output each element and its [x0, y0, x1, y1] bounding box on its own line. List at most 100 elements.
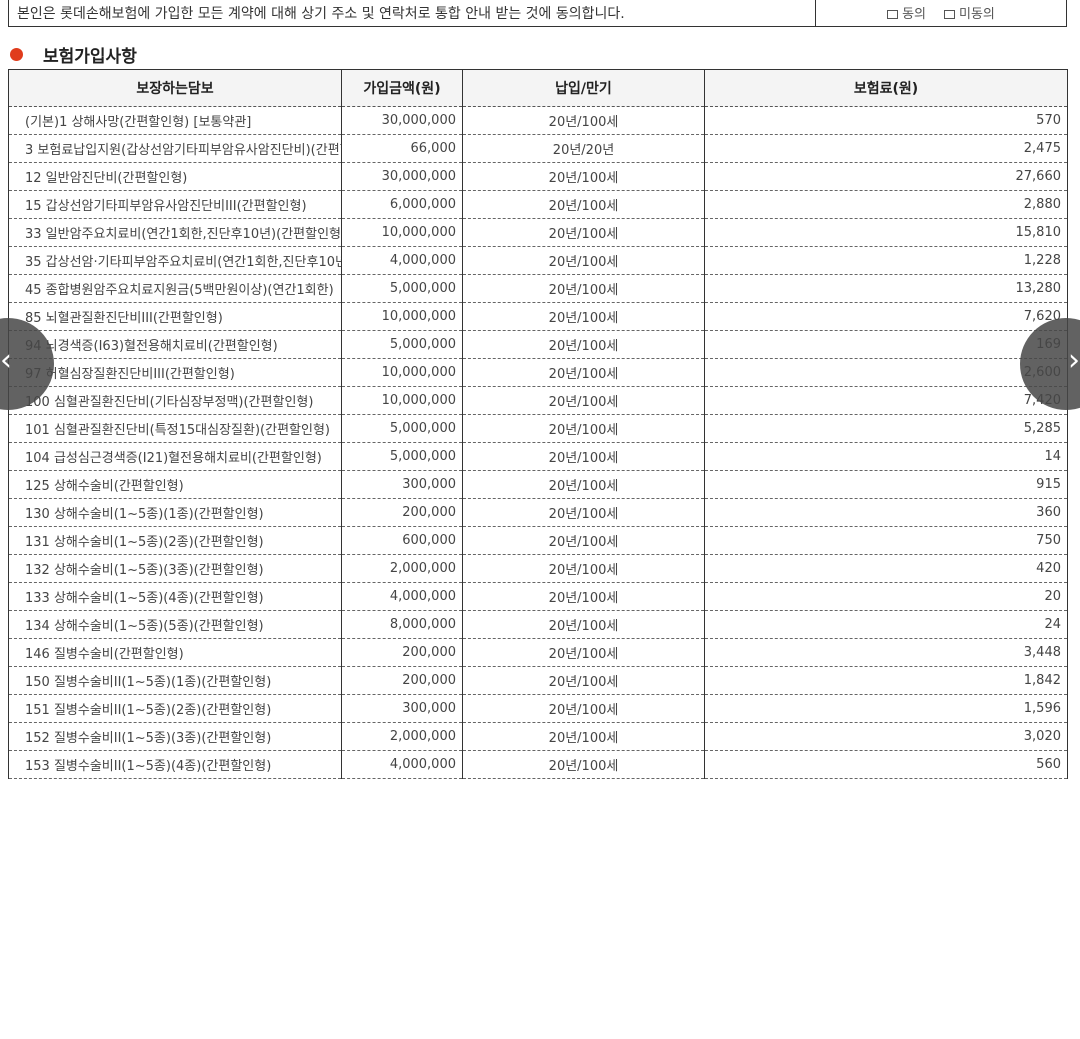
premium: 5,285	[704, 414, 1068, 443]
payment-term: 20년/100세	[462, 246, 705, 275]
table-row: 101 심혈관질환진단비(특정15대심장질환)(간편할인형) 5,000,000 2…	[8, 414, 1068, 443]
coverage-name: 3 보험료납입지원(갑상선암기타피부암유사암진단비)(간편할인형)	[8, 134, 342, 163]
column-header: 납입/만기	[462, 69, 705, 107]
payment-term: 20년/100세	[462, 162, 705, 191]
chevron-right-icon[interactable]: ›	[1068, 343, 1080, 378]
insured-amount: 4,000,000	[341, 582, 463, 611]
premium: 3,448	[704, 638, 1068, 667]
insured-amount: 6,000,000	[341, 190, 463, 219]
payment-term: 20년/100세	[462, 330, 705, 359]
table-row: 33 일반암주요치료비(연간1회한,진단후10년)(간편할인형) 10,000,0…	[8, 218, 1068, 247]
insured-amount: 10,000,000	[341, 302, 463, 331]
payment-term: 20년/100세	[462, 610, 705, 639]
coverage-name: 100 심혈관질환진단비(기타심장부정맥)(간편할인형)	[8, 386, 342, 415]
column-header: 보장하는담보	[8, 69, 342, 107]
payment-term: 20년/100세	[462, 582, 705, 611]
checkbox-icon	[887, 10, 899, 19]
premium: 1,228	[704, 246, 1068, 275]
insured-amount: 4,000,000	[341, 246, 463, 275]
table-row: 15 갑상선암기타피부암유사암진단비III(간편할인형) 6,000,000 20년…	[8, 190, 1068, 219]
coverage-name: 33 일반암주요치료비(연간1회한,진단후10년)(간편할인형)	[8, 218, 342, 247]
premium: 570	[704, 106, 1068, 135]
payment-term: 20년/100세	[462, 302, 705, 331]
payment-term: 20년/100세	[462, 750, 705, 779]
table-row: 125 상해수술비(간편할인형) 300,000 20년/100세 915	[8, 470, 1068, 499]
insured-amount: 200,000	[341, 666, 463, 695]
consent-text: 본인은 롯데손해보험에 가입한 모든 계약에 대해 상기 주소 및 연락처로 통…	[9, 0, 816, 26]
insured-amount: 300,000	[341, 470, 463, 499]
consent-box: 본인은 롯데손해보험에 가입한 모든 계약에 대해 상기 주소 및 연락처로 통…	[8, 0, 1067, 27]
table-row: 132 상해수술비(1~5종)(3종)(간편할인형) 2,000,000 20년/1…	[8, 554, 1068, 583]
table-row: 35 갑상선암·기타피부암주요치료비(연간1회한,진단후10년) 4,000,00…	[8, 246, 1068, 275]
checkbox-icon	[944, 10, 956, 19]
table-row: 45 종합병원암주요치료지원금(5백만원이상)(연간1회한) 5,000,000 2…	[8, 274, 1068, 303]
insured-amount: 5,000,000	[341, 442, 463, 471]
premium: 3,020	[704, 722, 1068, 751]
payment-term: 20년/100세	[462, 414, 705, 443]
payment-term: 20년/100세	[462, 666, 705, 695]
insured-amount: 10,000,000	[341, 218, 463, 247]
coverage-name: 45 종합병원암주요치료지원금(5백만원이상)(연간1회한)	[8, 274, 342, 303]
bullet-dot-icon	[10, 48, 23, 61]
table-row: 94 뇌경색증(I63)혈전용해치료비(간편할인형) 5,000,000 20년/1…	[8, 330, 1068, 359]
insured-amount: 10,000,000	[341, 386, 463, 415]
disagree-checkbox[interactable]: 미동의	[944, 3, 995, 22]
coverage-name: 151 질병수술비II(1~5종)(2종)(간편할인형)	[8, 694, 342, 723]
table-row: 97 허혈심장질환진단비III(간편할인형) 10,000,000 20년/100세…	[8, 358, 1068, 387]
payment-term: 20년/20년	[462, 134, 705, 163]
coverage-name: 94 뇌경색증(I63)혈전용해치료비(간편할인형)	[8, 330, 342, 359]
table-row: (기본)1 상해사망(간편할인형) [보통약관] 30,000,000 20년/10…	[8, 106, 1068, 135]
insured-amount: 4,000,000	[341, 750, 463, 779]
table-row: 3 보험료납입지원(갑상선암기타피부암유사암진단비)(간편할인형)66,0002…	[8, 134, 1068, 163]
coverage-name: 130 상해수술비(1~5종)(1종)(간편할인형)	[8, 498, 342, 527]
coverage-name: 150 질병수술비II(1~5종)(1종)(간편할인형)	[8, 666, 342, 695]
table-row: 146 질병수술비(간편할인형) 200,000 20년/100세 3,448	[8, 638, 1068, 667]
coverage-name: 153 질병수술비II(1~5종)(4종)(간편할인형)	[8, 750, 342, 779]
table-row: 131 상해수술비(1~5종)(2종)(간편할인형) 600,000 20년/100…	[8, 526, 1068, 555]
table-row: 12 일반암진단비(간편할인형) 30,000,000 20년/100세 27,660	[8, 162, 1068, 191]
payment-term: 20년/100세	[462, 106, 705, 135]
insured-amount: 66,000	[341, 134, 463, 163]
section-title: 보험가입사항	[43, 47, 137, 67]
insured-amount: 8,000,000	[341, 610, 463, 639]
premium: 13,280	[704, 274, 1068, 303]
column-header: 가입금액(원)	[341, 69, 463, 107]
coverage-name: (기본)1 상해사망(간편할인형) [보통약관]	[8, 106, 342, 135]
table-header-row: 보장하는담보 가입금액(원) 납입/만기 보험료(원)	[8, 69, 1068, 107]
section-heading: 보험가입사항	[10, 42, 137, 67]
coverage-name: 131 상해수술비(1~5종)(2종)(간편할인형)	[8, 526, 342, 555]
premium: 2,880	[704, 190, 1068, 219]
table-row: 153 질병수술비II(1~5종)(4종)(간편할인형) 4,000,000 20년…	[8, 750, 1068, 779]
premium: 1,596	[704, 694, 1068, 723]
premium: 7,620	[704, 302, 1068, 331]
insured-amount: 30,000,000	[341, 162, 463, 191]
agree-checkbox[interactable]: 동의	[887, 3, 926, 22]
payment-term: 20년/100세	[462, 386, 705, 415]
column-header: 보험료(원)	[704, 69, 1068, 107]
table-row: 104 급성심근경색증(I21)혈전용해치료비(간편할인형) 5,000,000 2…	[8, 442, 1068, 471]
insured-amount: 200,000	[341, 498, 463, 527]
coverage-name: 85 뇌혈관질환진단비III(간편할인형)	[8, 302, 342, 331]
insured-amount: 5,000,000	[341, 330, 463, 359]
coverage-name: 104 급성심근경색증(I21)혈전용해치료비(간편할인형)	[8, 442, 342, 471]
insured-amount: 300,000	[341, 694, 463, 723]
payment-term: 20년/100세	[462, 694, 705, 723]
coverage-name: 152 질병수술비II(1~5종)(3종)(간편할인형)	[8, 722, 342, 751]
coverage-name: 35 갑상선암·기타피부암주요치료비(연간1회한,진단후10년)	[8, 246, 342, 275]
premium: 360	[704, 498, 1068, 527]
coverage-table: 보장하는담보 가입금액(원) 납입/만기 보험료(원) (기본)1 상해사망(간편할인…	[8, 69, 1068, 779]
premium: 2,475	[704, 134, 1068, 163]
chevron-left-icon[interactable]: ‹	[0, 343, 12, 378]
payment-term: 20년/100세	[462, 358, 705, 387]
table-row: 134 상해수술비(1~5종)(5종)(간편할인형) 8,000,000 20년/1…	[8, 610, 1068, 639]
payment-term: 20년/100세	[462, 442, 705, 471]
agree-label: 동의	[902, 7, 927, 22]
premium: 750	[704, 526, 1068, 555]
insured-amount: 10,000,000	[341, 358, 463, 387]
insured-amount: 200,000	[341, 638, 463, 667]
insured-amount: 5,000,000	[341, 414, 463, 443]
premium: 915	[704, 470, 1068, 499]
premium: 7,420	[704, 386, 1068, 415]
premium: 1,842	[704, 666, 1068, 695]
table-row: 152 질병수술비II(1~5종)(3종)(간편할인형) 2,000,000 20년…	[8, 722, 1068, 751]
